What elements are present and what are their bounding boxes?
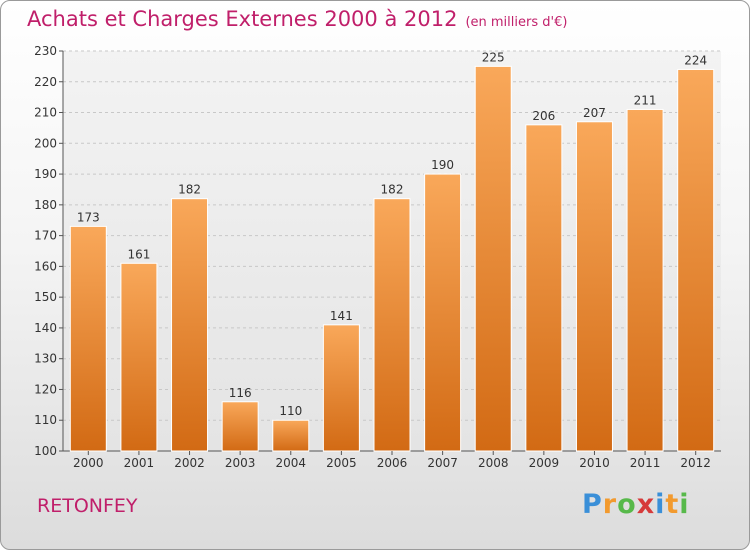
y-tick-label: 120 [34, 382, 57, 396]
logo-letter: P [582, 489, 603, 520]
data-label: 190 [431, 158, 454, 172]
y-tick-label: 110 [34, 413, 57, 427]
data-label: 225 [482, 50, 505, 64]
data-label: 161 [127, 247, 150, 261]
x-tick-label: 2004 [275, 456, 306, 470]
logo-letter: x [636, 489, 656, 520]
data-label: 173 [77, 210, 100, 224]
logo-letter: r [602, 489, 618, 520]
bar [120, 262, 158, 452]
bar [69, 225, 107, 452]
y-tick-label: 140 [34, 321, 57, 335]
x-tick-label: 2011 [630, 456, 661, 470]
data-label: 182 [381, 183, 404, 197]
proxiti-logo: Proxiti [582, 489, 690, 520]
y-tick-label: 130 [34, 352, 57, 366]
chart-title-text: Achats et Charges Externes 2000 à 2012 [27, 7, 458, 31]
data-label: 182 [178, 183, 201, 197]
logo-letter: i [679, 489, 690, 520]
x-tick-label: 2002 [174, 456, 205, 470]
commune-name: RETONFEY [37, 495, 138, 517]
data-label: 141 [330, 309, 353, 323]
logo-letter: t [665, 489, 680, 520]
bar [424, 173, 462, 452]
y-tick-label: 170 [34, 229, 57, 243]
x-tick-label: 2001 [124, 456, 155, 470]
data-label: 206 [532, 109, 555, 123]
y-tick-label: 160 [34, 259, 57, 273]
x-tick-label: 2003 [225, 456, 256, 470]
data-label: 211 [634, 93, 657, 107]
bar [322, 324, 360, 452]
x-tick-label: 2010 [579, 456, 610, 470]
data-label: 110 [279, 404, 302, 418]
y-tick-label: 220 [34, 75, 57, 89]
data-label: 207 [583, 106, 606, 120]
x-tick-label: 2008 [478, 456, 509, 470]
x-tick-label: 2009 [529, 456, 560, 470]
bar [171, 198, 209, 452]
x-tick-label: 2012 [680, 456, 711, 470]
bar [272, 419, 310, 452]
data-label: 224 [684, 53, 707, 67]
bar [474, 65, 512, 452]
y-tick-label: 100 [34, 444, 57, 458]
bar [677, 68, 715, 452]
x-tick-label: 2006 [377, 456, 408, 470]
x-tick-label: 2005 [326, 456, 357, 470]
data-label: 116 [229, 386, 252, 400]
y-tick-label: 200 [34, 136, 57, 150]
y-tick-label: 190 [34, 167, 57, 181]
y-tick-label: 180 [34, 198, 57, 212]
bar [626, 108, 664, 452]
y-tick-label: 210 [34, 106, 57, 120]
x-tick-label: 2007 [427, 456, 458, 470]
bar [525, 124, 563, 452]
chart-title: Achats et Charges Externes 2000 à 2012 (e… [27, 7, 567, 31]
bar [221, 401, 259, 452]
logo-letter: i [655, 489, 666, 520]
y-tick-label: 150 [34, 290, 57, 304]
chart-subtitle: (en milliers d'€) [465, 15, 568, 30]
x-tick-label: 2000 [73, 456, 104, 470]
y-tick-label: 230 [34, 44, 57, 58]
bar [575, 121, 613, 452]
bar [373, 198, 411, 452]
logo-letter: o [617, 489, 637, 520]
